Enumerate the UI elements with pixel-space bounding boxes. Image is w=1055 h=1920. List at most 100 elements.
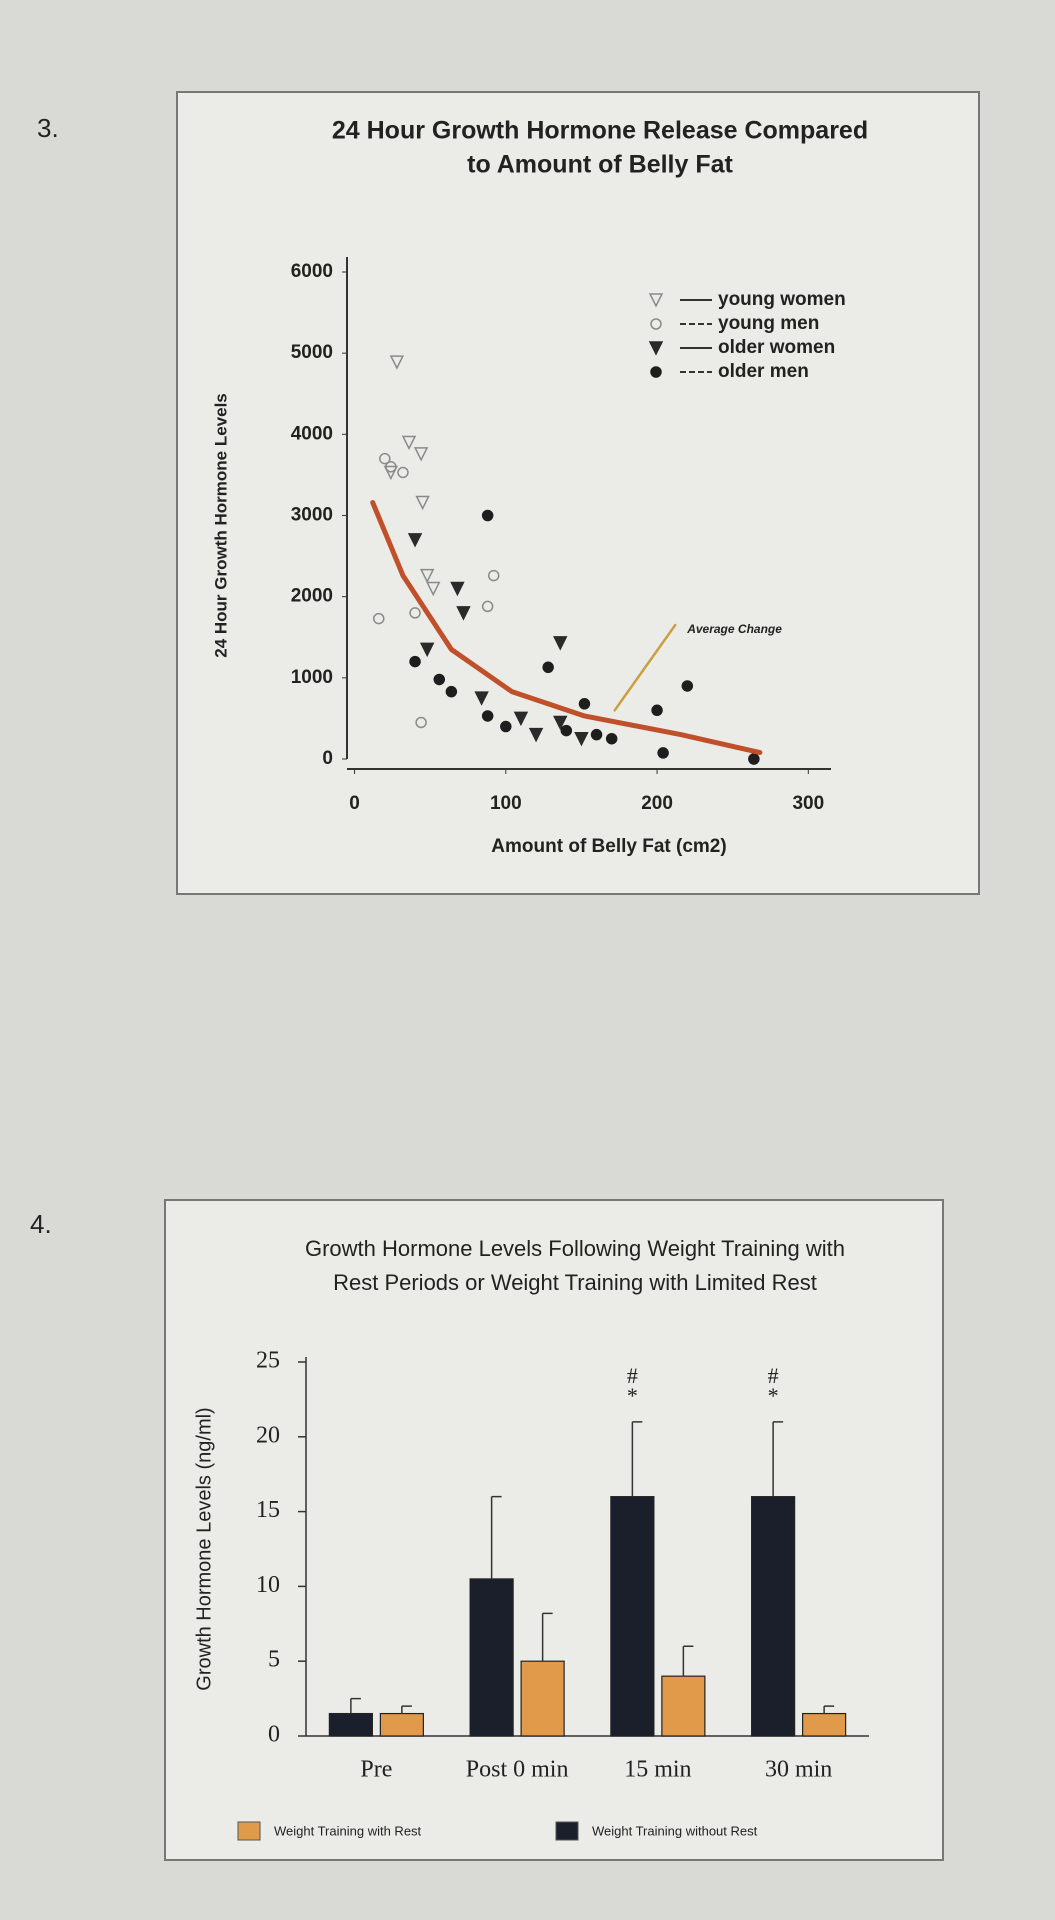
legend-marker bbox=[650, 366, 662, 378]
scatter-point bbox=[401, 435, 417, 451]
scatter-point bbox=[425, 581, 441, 597]
scatter-point bbox=[385, 461, 397, 473]
scatter-point bbox=[409, 607, 421, 619]
x-tick-label: 200 bbox=[641, 793, 673, 814]
scatter-point bbox=[419, 642, 435, 658]
chart-title: 24 Hour Growth Hormone Release Compared bbox=[332, 117, 868, 145]
y-axis-label: Growth Hormone Levels (ng/ml) bbox=[193, 1407, 215, 1690]
bar bbox=[802, 1712, 847, 1737]
legend-label: older men bbox=[718, 361, 809, 382]
legend-swatch bbox=[237, 1821, 261, 1841]
scatter-point bbox=[413, 447, 429, 462]
scatter-point bbox=[433, 673, 446, 686]
y-tick-label: 25 bbox=[256, 1348, 280, 1374]
scatter-point bbox=[605, 732, 618, 745]
error-bar bbox=[401, 1705, 412, 1714]
y-tick-label: 4000 bbox=[291, 423, 333, 444]
trend-curve bbox=[370, 500, 763, 756]
chart-frame bbox=[176, 91, 980, 895]
scatter-point bbox=[379, 452, 391, 465]
x-tick-label: Pre bbox=[360, 1757, 392, 1783]
bar bbox=[751, 1496, 796, 1737]
scatter-point bbox=[748, 753, 760, 765]
legend-marker bbox=[648, 293, 664, 308]
scatter-point bbox=[487, 569, 500, 582]
scatter-point bbox=[481, 710, 494, 722]
y-tick-label: 5 bbox=[268, 1647, 280, 1673]
error-bar bbox=[350, 1697, 361, 1714]
y-tick-label: 0 bbox=[268, 1722, 280, 1748]
legend-swatch bbox=[555, 1821, 579, 1841]
scatter-point bbox=[389, 355, 405, 370]
item-number: 3. bbox=[37, 113, 59, 143]
scatter-point bbox=[528, 727, 544, 743]
legend-label: young men bbox=[718, 313, 819, 334]
scatter-point bbox=[415, 716, 427, 729]
legend-label: older women bbox=[718, 337, 835, 358]
chart-title: to Amount of Belly Fat bbox=[467, 151, 733, 179]
legend-marker bbox=[650, 318, 662, 330]
chart-title: Rest Periods or Weight Training with Lim… bbox=[333, 1270, 817, 1295]
scatter-point bbox=[590, 728, 603, 741]
bar bbox=[379, 1712, 424, 1737]
annotation-text: Average Change bbox=[686, 622, 782, 636]
error-bar bbox=[541, 1612, 553, 1662]
scatter-point bbox=[397, 466, 409, 479]
x-axis-label: Amount of Belly Fat (cm2) bbox=[491, 836, 726, 857]
legend-label: young women bbox=[718, 289, 846, 310]
y-tick-label: 0 bbox=[322, 748, 333, 769]
y-tick-label: 6000 bbox=[291, 261, 333, 282]
y-tick-label: 2000 bbox=[291, 586, 333, 607]
significance-symbol: # bbox=[768, 1363, 779, 1388]
y-axis-label: 24 Hour Growth Hormone Levels bbox=[211, 393, 230, 658]
scatter-point bbox=[383, 465, 399, 481]
scatter-point bbox=[542, 661, 554, 674]
x-tick-label: 300 bbox=[792, 793, 824, 814]
scatter-point bbox=[481, 509, 494, 522]
scatter-point bbox=[513, 711, 529, 727]
scatter-point bbox=[373, 612, 385, 625]
bar bbox=[520, 1660, 565, 1737]
y-tick-label: 1000 bbox=[291, 667, 333, 688]
scatter-point bbox=[481, 600, 494, 613]
scatter-point bbox=[456, 606, 471, 621]
error-bar bbox=[490, 1495, 502, 1579]
x-tick-label: 15 min bbox=[624, 1757, 691, 1783]
scatter-point bbox=[500, 720, 512, 733]
scatter-point bbox=[651, 704, 663, 717]
scatter-point bbox=[553, 715, 568, 731]
bar bbox=[328, 1712, 373, 1737]
scatter-point bbox=[409, 655, 421, 668]
error-bar bbox=[823, 1705, 835, 1714]
scatter-point bbox=[657, 747, 669, 759]
chart-frame bbox=[164, 1199, 944, 1861]
y-tick-label: 20 bbox=[256, 1422, 280, 1448]
x-tick-label: 0 bbox=[349, 793, 360, 814]
item-number: 4. bbox=[30, 1209, 52, 1239]
legend-marker bbox=[648, 341, 664, 356]
chart-title: Growth Hormone Levels Following Weight T… bbox=[305, 1236, 845, 1261]
significance-symbol: * bbox=[627, 1383, 638, 1408]
y-tick-label: 10 bbox=[256, 1572, 280, 1598]
error-bar bbox=[631, 1421, 643, 1497]
y-tick-label: 15 bbox=[256, 1497, 280, 1523]
error-bar bbox=[682, 1645, 694, 1677]
scatter-point bbox=[407, 533, 423, 548]
scatter-point bbox=[578, 698, 591, 710]
significance-symbol: * bbox=[768, 1383, 779, 1408]
x-tick-label: Post 0 min bbox=[466, 1757, 569, 1783]
significance-symbol: # bbox=[627, 1363, 638, 1388]
x-tick-label: 100 bbox=[490, 793, 522, 814]
error-bar bbox=[772, 1421, 784, 1497]
bar bbox=[610, 1496, 655, 1737]
scatter-point bbox=[553, 636, 568, 651]
y-tick-label: 5000 bbox=[291, 342, 333, 363]
scatter-point bbox=[560, 724, 573, 737]
y-tick-label: 3000 bbox=[291, 505, 333, 526]
x-tick-label: 30 min bbox=[765, 1757, 832, 1783]
scatter-point bbox=[474, 691, 489, 706]
scatter-point bbox=[450, 581, 465, 597]
legend-label: Weight Training without Rest bbox=[592, 1823, 758, 1838]
scatter-point bbox=[681, 680, 694, 692]
